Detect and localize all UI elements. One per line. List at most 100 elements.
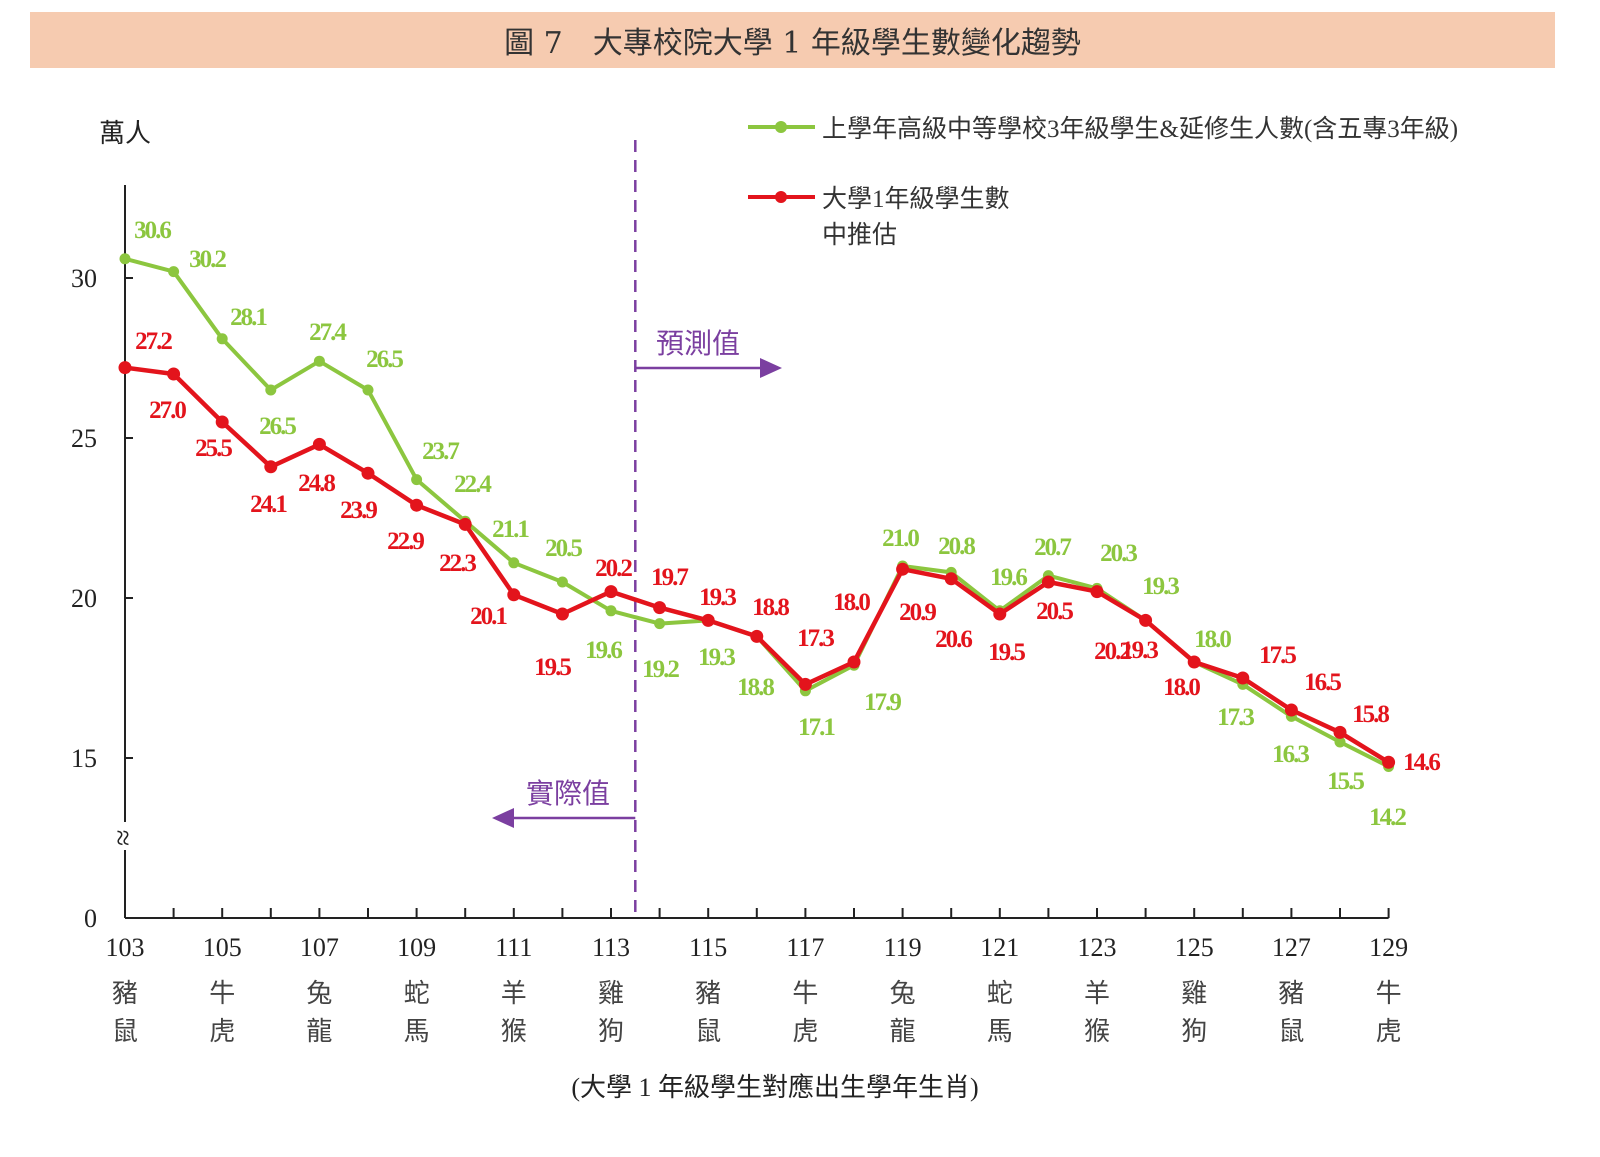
data-point: [265, 384, 277, 396]
data-label: 20.6: [935, 626, 972, 653]
data-label: 23.7: [422, 438, 459, 465]
data-label: 17.3: [797, 625, 834, 652]
y-tick-label: 15: [71, 744, 97, 773]
data-point: [701, 613, 715, 627]
data-point: [313, 355, 325, 367]
x-zodiac-label: 馬: [987, 1017, 1013, 1046]
data-point: [604, 585, 618, 599]
x-zodiac-label: 猴: [501, 1017, 527, 1046]
data-label: 17.9: [864, 689, 901, 716]
data-label: 16.3: [1272, 741, 1309, 768]
data-label: 19.2: [642, 656, 679, 683]
data-point: [1236, 671, 1250, 685]
x-zodiac-label: 虎: [209, 1017, 235, 1046]
data-label: 22.3: [439, 550, 476, 577]
x-zodiac-label: 龍: [890, 1017, 916, 1046]
y-tick-label: 0: [84, 904, 97, 933]
data-label: 19.3: [699, 584, 736, 611]
x-tick-label: 113: [592, 933, 630, 962]
data-point: [605, 605, 617, 617]
data-label: 22.9: [387, 528, 424, 555]
x-tick-label: 125: [1175, 933, 1214, 962]
data-point: [118, 361, 132, 375]
x-tick-label: 111: [495, 933, 532, 962]
x-zodiac-label: 蛇: [404, 979, 430, 1008]
data-label: 20.5: [1036, 598, 1073, 625]
x-zodiac-label: 虎: [792, 1017, 818, 1046]
data-label: 27.4: [309, 319, 347, 346]
data-label: 20.9: [899, 599, 936, 626]
data-point: [167, 367, 181, 381]
data-label: 21.1: [492, 516, 529, 543]
data-label: 20.7: [1034, 534, 1071, 561]
x-zodiac-label: 牛: [792, 979, 818, 1008]
data-point: [555, 607, 569, 621]
x-tick-label: 107: [300, 933, 339, 962]
data-point: [508, 557, 520, 569]
data-point: [896, 562, 910, 576]
data-label: 28.1: [230, 304, 267, 331]
data-label: 19.3: [1142, 573, 1179, 600]
data-point: [653, 601, 667, 615]
data-point: [750, 629, 764, 643]
legend-marker: [775, 121, 787, 133]
axis-break-mask: [117, 822, 133, 850]
x-zodiac-label: 羊: [501, 979, 527, 1008]
x-zodiac-label: 豬: [1278, 979, 1304, 1008]
data-label: 19.3: [698, 644, 735, 671]
data-point: [458, 517, 472, 531]
legend-label: 上學年高級中等學校3年級學生&延修生人數(含五專3年級): [822, 115, 1458, 143]
x-zodiac-label: 兔: [890, 979, 916, 1008]
y-tick-label: 25: [71, 424, 97, 453]
data-label: 22.4: [454, 471, 492, 498]
data-label: 19.6: [585, 637, 622, 664]
data-point: [798, 677, 812, 691]
data-label: 26.5: [259, 413, 296, 440]
data-point: [361, 466, 375, 480]
x-zodiac-label: 雞: [598, 979, 624, 1008]
data-point: [1187, 655, 1201, 669]
forecast-label: 預測值: [656, 328, 740, 360]
forecast-arrow-head: [760, 358, 782, 378]
data-label: 20.1: [470, 603, 507, 630]
y-tick-label: 20: [71, 584, 97, 613]
data-point: [1333, 725, 1347, 739]
data-label: 27.0: [149, 397, 186, 424]
data-point: [312, 437, 326, 451]
data-label: 20.2: [1094, 638, 1131, 665]
x-zodiac-label: 龍: [306, 1017, 332, 1046]
data-label: 30.6: [134, 217, 171, 244]
data-label: 14.2: [1369, 804, 1406, 831]
data-point: [1284, 703, 1298, 717]
data-label: 17.1: [798, 714, 835, 741]
data-point: [264, 460, 278, 474]
data-label: 19.7: [651, 564, 688, 591]
data-point: [847, 655, 861, 669]
data-label: 30.2: [189, 246, 226, 273]
data-label: 18.0: [1163, 674, 1200, 701]
legend-marker: [775, 191, 787, 203]
x-tick-label: 109: [397, 933, 436, 962]
x-zodiac-label: 牛: [1376, 979, 1402, 1008]
x-zodiac-label: 鼠: [695, 1017, 721, 1046]
series-line-university-freshmen: [124, 365, 1390, 765]
data-label: 25.5: [195, 435, 232, 462]
data-point: [944, 572, 958, 586]
data-point: [1139, 613, 1153, 627]
data-label: 15.8: [1352, 701, 1389, 728]
data-point: [1334, 736, 1346, 748]
x-zodiac-label: 猴: [1084, 1017, 1110, 1046]
chart-title: 圖 7 大專校院大學 1 年級學生數變化趨勢: [30, 12, 1555, 68]
data-label: 19.3: [1121, 637, 1158, 664]
y-tick-label: 30: [71, 264, 97, 293]
actual-label: 實際值: [526, 778, 610, 810]
data-label: 24.1: [250, 491, 287, 518]
data-label: 23.9: [340, 497, 377, 524]
actual-arrow-head: [492, 808, 514, 828]
x-zodiac-label: 兔: [306, 979, 332, 1008]
x-zodiac-label: 雞: [1181, 979, 1207, 1008]
data-label: 19.5: [534, 654, 571, 681]
legend-label-line2: 中推估: [822, 221, 897, 249]
x-tick-label: 119: [884, 933, 922, 962]
